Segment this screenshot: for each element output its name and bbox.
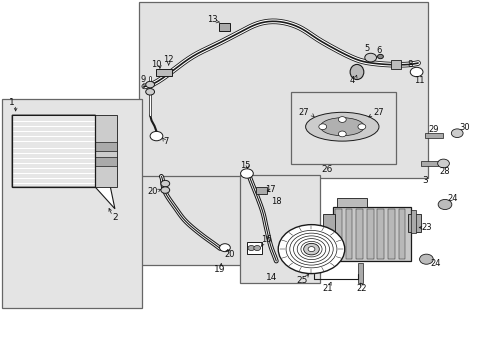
Text: 30: 30 — [458, 123, 469, 132]
Bar — [420, 161, 437, 166]
Bar — [95, 142, 117, 151]
Text: 5: 5 — [364, 44, 368, 53]
Bar — [334, 209, 341, 259]
Text: ↓: ↓ — [140, 84, 146, 89]
Bar — [322, 214, 334, 232]
Text: 20: 20 — [224, 251, 235, 259]
Bar — [139, 176, 246, 265]
Circle shape — [364, 53, 376, 62]
Text: 6: 6 — [376, 46, 381, 55]
Circle shape — [161, 180, 169, 187]
Circle shape — [240, 169, 253, 178]
Bar — [398, 209, 405, 259]
Text: 10: 10 — [151, 60, 162, 69]
Bar — [332, 207, 410, 261]
Text: 20: 20 — [147, 188, 158, 197]
Bar — [377, 209, 384, 259]
Bar — [256, 187, 266, 194]
Bar — [390, 60, 400, 69]
Text: 1: 1 — [9, 98, 15, 107]
Text: 13: 13 — [207, 15, 218, 24]
Text: 15: 15 — [240, 161, 250, 170]
Bar — [95, 115, 117, 187]
Circle shape — [247, 246, 254, 251]
Circle shape — [278, 225, 344, 274]
Text: 23: 23 — [420, 223, 431, 232]
Text: 8: 8 — [407, 60, 411, 69]
Circle shape — [303, 243, 319, 255]
Text: 27: 27 — [298, 108, 308, 117]
Bar — [366, 209, 373, 259]
Polygon shape — [12, 115, 115, 209]
Bar — [139, 2, 427, 178]
Bar — [355, 209, 362, 259]
Text: 27: 27 — [373, 108, 384, 117]
Circle shape — [338, 117, 346, 122]
Text: 9: 9 — [141, 75, 145, 84]
Circle shape — [307, 247, 314, 252]
Bar — [246, 242, 261, 254]
Bar — [337, 198, 366, 207]
Circle shape — [409, 67, 422, 77]
Circle shape — [357, 124, 365, 130]
Text: 26: 26 — [320, 165, 332, 174]
Bar — [345, 209, 352, 259]
Text: 21: 21 — [322, 284, 332, 293]
Circle shape — [419, 254, 432, 264]
Text: 4: 4 — [349, 76, 354, 85]
Circle shape — [338, 131, 346, 137]
Circle shape — [450, 129, 462, 138]
Text: 14: 14 — [265, 274, 277, 282]
Bar — [410, 210, 415, 233]
Text: 29: 29 — [427, 125, 438, 134]
Ellipse shape — [305, 112, 378, 141]
Circle shape — [437, 159, 448, 168]
Bar — [219, 23, 229, 31]
Circle shape — [318, 124, 326, 130]
Circle shape — [377, 54, 383, 59]
Text: 25: 25 — [296, 276, 307, 285]
Circle shape — [253, 246, 260, 251]
Bar — [425, 133, 442, 138]
Bar — [2, 99, 142, 308]
Circle shape — [219, 244, 230, 252]
Circle shape — [150, 131, 163, 141]
Circle shape — [145, 81, 154, 88]
Bar — [156, 69, 172, 76]
Text: 28: 28 — [439, 166, 449, 176]
Text: 16: 16 — [261, 235, 271, 244]
Circle shape — [437, 199, 451, 210]
Circle shape — [161, 187, 169, 193]
Bar — [290, 92, 395, 164]
Bar — [358, 263, 363, 283]
Text: 2: 2 — [112, 213, 118, 222]
Bar — [387, 209, 394, 259]
Ellipse shape — [320, 118, 364, 136]
Text: 3: 3 — [422, 176, 427, 185]
Ellipse shape — [349, 64, 363, 80]
Text: 19: 19 — [214, 266, 225, 275]
Text: 22: 22 — [356, 284, 366, 293]
Text: 11: 11 — [413, 76, 424, 85]
Circle shape — [145, 89, 154, 95]
Text: 18: 18 — [270, 197, 281, 206]
Bar — [407, 214, 420, 232]
Text: 7: 7 — [163, 137, 168, 146]
Bar — [239, 175, 320, 283]
Bar — [95, 157, 117, 166]
Text: 12: 12 — [163, 55, 174, 64]
Text: 17: 17 — [264, 185, 275, 194]
Text: 24: 24 — [446, 194, 457, 202]
Text: 24: 24 — [429, 259, 440, 268]
